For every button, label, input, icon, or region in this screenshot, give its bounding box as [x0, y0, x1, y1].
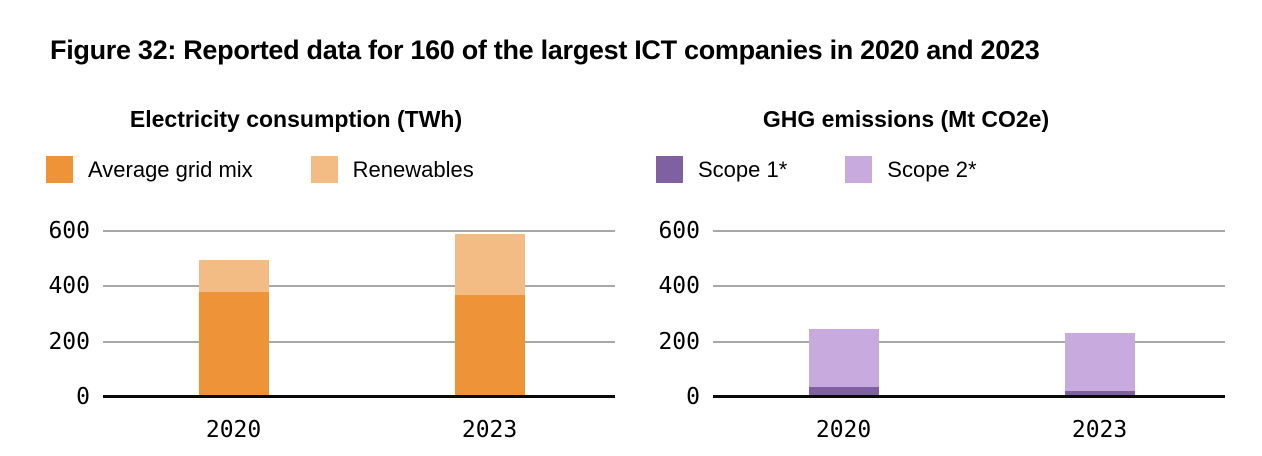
bar-segment	[454, 294, 525, 397]
bar-segment	[198, 260, 269, 292]
gridline	[713, 285, 1225, 288]
gridline	[713, 340, 1225, 343]
legend-item: Scope 2*	[845, 156, 977, 183]
chart-plot: 0 200 400 600 2020 2023	[48, 219, 615, 443]
y-tick-label: 200	[48, 328, 90, 355]
y-tick-label: 600	[48, 218, 90, 244]
x-category-label: 2023	[461, 417, 518, 443]
legend-swatch	[310, 156, 338, 183]
legend-label: Scope 2*	[887, 157, 977, 182]
y-tick-label: 0	[686, 384, 700, 410]
legend-label: Scope 1*	[698, 157, 788, 182]
legend-swatch	[656, 156, 683, 183]
x-category-label: 2020	[815, 417, 872, 443]
chart-legend: Average grid mix Renewables	[46, 156, 474, 183]
chart-title: GHG emissions (Mt CO2e)	[762, 106, 1050, 132]
chart-legend: Scope 1* Scope 2*	[656, 156, 977, 183]
figure-title: Figure 32: Reported data for 160 of the …	[50, 35, 1040, 65]
bar-segment	[808, 329, 879, 388]
bar-segment	[454, 233, 525, 295]
chart-title: Electricity consumption (TWh)	[129, 106, 463, 132]
legend-swatch	[46, 156, 73, 183]
bar-segment	[1064, 333, 1135, 392]
y-tick-label: 400	[658, 273, 700, 300]
gridline	[103, 340, 615, 343]
bar-segment	[808, 387, 879, 397]
gridline	[103, 230, 615, 232]
legend-swatch	[845, 156, 873, 183]
x-category-label: 2020	[205, 417, 262, 443]
gridline	[103, 285, 615, 288]
x-category-label: 2023	[1071, 417, 1128, 443]
x-axis-line	[103, 395, 615, 398]
chart-electricity-consumption: Electricity consumption (TWh) Average gr…	[40, 104, 620, 456]
legend-label: Average grid mix	[88, 157, 253, 182]
y-tick-label: 600	[658, 218, 700, 244]
chart-ghg-emissions: GHG emissions (Mt CO2e) Scope 1* Scope 2*…	[650, 104, 1230, 456]
y-tick-label: 400	[48, 273, 90, 300]
x-axis-line	[713, 395, 1225, 398]
legend-item: Scope 1*	[656, 156, 787, 183]
legend-label: Renewables	[352, 157, 474, 182]
bar-segment	[1064, 391, 1135, 397]
gridline	[713, 230, 1225, 232]
y-tick-label: 0	[76, 384, 90, 410]
y-tick-label: 200	[658, 328, 700, 355]
chart-plot: 0 200 400 600 2020 2023	[658, 219, 1225, 443]
legend-item: Average grid mix	[46, 156, 253, 183]
bar-segment	[198, 291, 269, 397]
legend-item: Renewables	[310, 156, 474, 183]
